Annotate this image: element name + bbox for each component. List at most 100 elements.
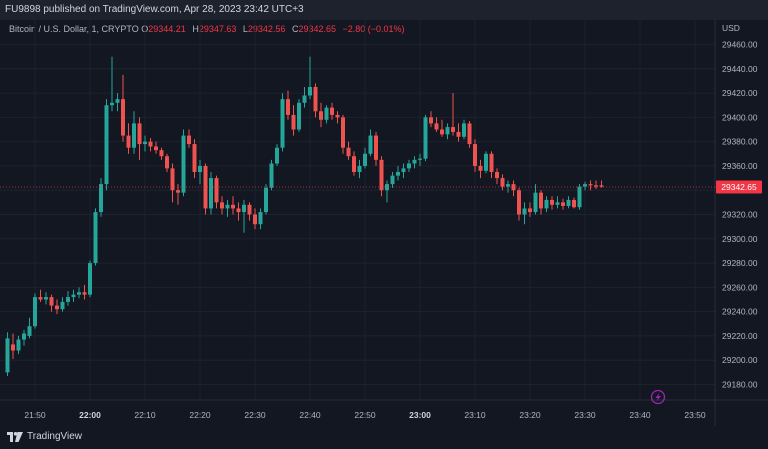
candle-body bbox=[528, 208, 532, 213]
candle bbox=[104, 99, 109, 191]
candle bbox=[330, 102, 334, 120]
candle bbox=[313, 83, 318, 118]
time-tick-label: 22:50 bbox=[354, 410, 376, 420]
candle-body bbox=[544, 199, 549, 209]
candle bbox=[379, 156, 384, 197]
candle bbox=[385, 180, 389, 203]
candle bbox=[176, 184, 180, 205]
candle bbox=[280, 93, 285, 152]
candle bbox=[231, 196, 235, 215]
candle bbox=[225, 199, 230, 217]
close-value: 29342.65 bbox=[298, 24, 336, 34]
candle bbox=[93, 208, 98, 266]
symbol-label[interactable]: Bitcoin / U.S. Dollar, 1, CRYPTO bbox=[9, 24, 139, 34]
candle-body bbox=[308, 87, 312, 96]
candle bbox=[60, 297, 65, 312]
tradingview-logo[interactable]: TradingView bbox=[7, 431, 82, 442]
change-value: −2.80 (−0.01%) bbox=[342, 24, 405, 34]
candle-body bbox=[533, 192, 538, 213]
candle bbox=[500, 174, 505, 191]
candle-body bbox=[66, 297, 70, 302]
candle-body bbox=[368, 135, 373, 154]
candle-body bbox=[324, 107, 329, 120]
publish-header-text: FU9898 published on TradingView.com, Apr… bbox=[5, 4, 304, 15]
candle bbox=[429, 111, 433, 128]
candle-body bbox=[363, 153, 367, 166]
candle bbox=[99, 178, 103, 217]
candle-body bbox=[225, 204, 230, 209]
tradingview-brand: TradingView bbox=[27, 431, 83, 442]
candle bbox=[401, 163, 406, 179]
candle bbox=[368, 129, 373, 157]
candle bbox=[451, 93, 455, 136]
candle-body bbox=[583, 184, 587, 187]
candle bbox=[506, 180, 510, 193]
candle-body bbox=[181, 135, 186, 193]
time-tick-label: 22:30 bbox=[244, 410, 266, 420]
candle-body bbox=[236, 208, 241, 213]
candle-body bbox=[22, 333, 26, 340]
price-axis[interactable]: USD 29180.00 29200.00 29220.00 29240.00 2926… bbox=[722, 23, 758, 390]
candle bbox=[484, 151, 488, 174]
candle bbox=[291, 105, 296, 136]
candle bbox=[363, 147, 367, 169]
candle bbox=[478, 159, 483, 179]
candle-body bbox=[467, 123, 472, 145]
candle-body bbox=[5, 338, 10, 373]
time-axis[interactable]: 21:50 22:00 22:10 22:20 22:30 22:40 22:50 23:00… bbox=[24, 410, 706, 420]
candle-body bbox=[165, 156, 169, 169]
candle-body bbox=[33, 297, 37, 327]
tradingview-logo-icon bbox=[7, 431, 23, 442]
candle-body bbox=[418, 158, 422, 160]
candle bbox=[5, 332, 10, 376]
candle bbox=[407, 159, 411, 172]
time-tick-label: 22:40 bbox=[299, 410, 321, 420]
candle-body bbox=[38, 297, 43, 300]
candle-body bbox=[462, 123, 466, 137]
price-tick-label: 29260.00 bbox=[722, 282, 758, 292]
candle-body bbox=[429, 117, 433, 124]
candle-body bbox=[137, 123, 142, 145]
candle-body bbox=[209, 178, 213, 209]
candle-body bbox=[99, 184, 103, 213]
candle-body bbox=[588, 184, 593, 186]
candle bbox=[44, 292, 48, 305]
candle-body bbox=[27, 326, 32, 336]
candle-body bbox=[143, 141, 147, 145]
candle bbox=[352, 151, 356, 176]
price-axis-unit: USD bbox=[722, 23, 740, 33]
candle bbox=[220, 196, 224, 215]
candle bbox=[473, 139, 477, 172]
candle bbox=[181, 129, 186, 197]
candle bbox=[165, 153, 169, 172]
candle-body bbox=[319, 111, 323, 120]
candle bbox=[126, 123, 131, 154]
candle-body bbox=[313, 87, 318, 112]
candle-body bbox=[44, 297, 48, 300]
lightning-icon[interactable] bbox=[650, 389, 666, 405]
time-tick-label: 23:00 bbox=[409, 410, 431, 420]
candle-body bbox=[291, 114, 296, 130]
candle bbox=[209, 172, 213, 215]
candle bbox=[599, 180, 604, 188]
candle-body bbox=[500, 178, 505, 187]
candle bbox=[66, 291, 70, 306]
low-value: 29342.56 bbox=[247, 24, 286, 34]
candle bbox=[577, 184, 582, 210]
candle-body bbox=[522, 208, 527, 215]
candle bbox=[132, 111, 136, 154]
candle-body bbox=[203, 165, 208, 209]
publish-header: FU9898 published on TradingView.com, Apr… bbox=[0, 0, 768, 20]
time-tick-label: 22:20 bbox=[189, 410, 211, 420]
candle bbox=[115, 93, 120, 112]
candlestick-chart[interactable]: USD 29180.00 29200.00 29220.00 29240.00 2926… bbox=[0, 20, 768, 426]
candle bbox=[286, 90, 290, 120]
candle bbox=[154, 141, 158, 154]
candle bbox=[27, 317, 32, 339]
candle bbox=[335, 111, 340, 124]
candle-body bbox=[550, 199, 554, 205]
price-tick-label: 29440.00 bbox=[722, 64, 758, 74]
candle bbox=[110, 56, 114, 112]
candle bbox=[137, 117, 142, 160]
candle-body bbox=[517, 190, 521, 215]
